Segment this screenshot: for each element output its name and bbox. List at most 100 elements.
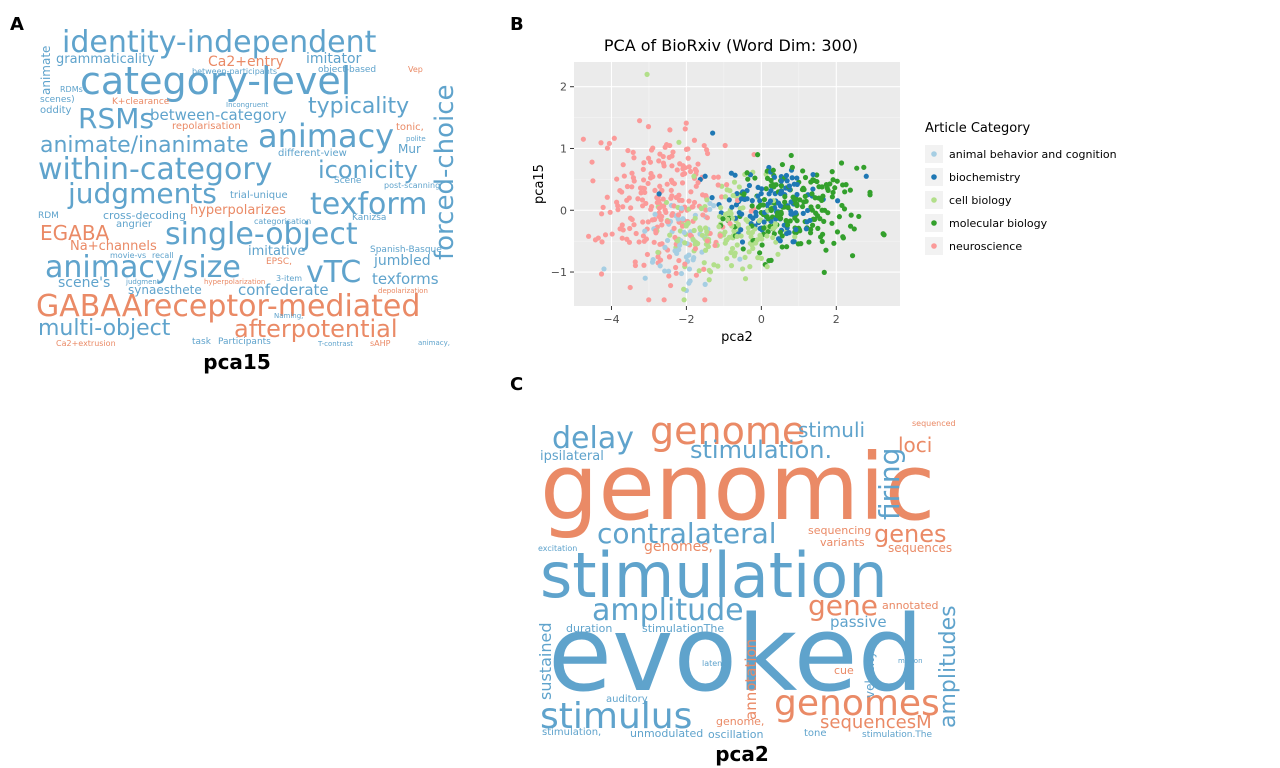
scatter-point (702, 297, 708, 303)
cloud-word: delay (552, 421, 634, 456)
cloud-word: repolarisation (172, 121, 241, 132)
scatter-point (642, 275, 648, 281)
scatter-point (770, 167, 776, 173)
scatter-point (758, 191, 764, 197)
scatter-point (636, 118, 643, 124)
scatter-point (788, 152, 794, 159)
scatter-point (657, 173, 663, 179)
scatter-point (771, 174, 778, 180)
scatter-point (649, 259, 656, 265)
cloud-word: multi-object (38, 316, 171, 341)
scatter-point (778, 215, 784, 221)
scatter-point (778, 188, 785, 194)
scatter-point (740, 205, 746, 211)
scatter-point (847, 223, 854, 229)
scatter-point (729, 245, 736, 252)
scatter-point (748, 234, 754, 240)
cloud-word: animacy, (418, 339, 450, 347)
cloud-word: passive (830, 613, 887, 631)
scatter-point (791, 181, 797, 187)
cloud-word: K+clearance (112, 97, 170, 107)
scatter-point (631, 222, 637, 228)
legend-title: Article Category (925, 121, 1031, 136)
scatter-point (763, 186, 769, 192)
scatter-point (729, 215, 736, 221)
scatter-point (682, 261, 688, 267)
scatter-point (794, 175, 800, 181)
scatter-point (704, 215, 710, 221)
scatter-point (631, 155, 637, 161)
cloud-word: evoked (548, 593, 924, 715)
scatter-point (592, 237, 599, 243)
scatter-point (706, 277, 712, 283)
scatter-point (664, 218, 670, 225)
legend-key-swatch (931, 220, 937, 226)
scatter-point (724, 187, 730, 193)
scatter-point (643, 236, 650, 242)
scatter-point (739, 239, 746, 245)
scatter-point (768, 177, 774, 184)
scatter-point (689, 204, 695, 210)
cloud-word: genomic (540, 434, 936, 541)
scatter-point (812, 195, 818, 201)
scatter-point (691, 137, 698, 143)
scatter-point (698, 205, 705, 212)
scatter-point (777, 229, 783, 235)
scatter-point (683, 146, 690, 152)
scatter-point (720, 216, 726, 222)
scatter-point (798, 241, 804, 247)
scatter-point (728, 210, 734, 217)
cloud-word: Na+channels (70, 239, 157, 254)
scatter-point (645, 124, 652, 130)
scatter-point (656, 205, 662, 211)
scatter-point (778, 178, 785, 184)
scatter-point (681, 240, 688, 246)
scatter-point (831, 240, 837, 246)
scatter-point (663, 209, 669, 216)
scatter-point (779, 161, 786, 168)
scatter-point (732, 172, 738, 178)
scatter-point (702, 247, 709, 253)
scatter-point (819, 238, 825, 245)
cloud-word: oddity (40, 105, 72, 116)
scatter-point (686, 198, 692, 204)
scatter-point (703, 147, 710, 153)
scatter-point (659, 241, 665, 247)
scatter-point (692, 215, 698, 221)
scatter-point (848, 212, 854, 218)
scatter-point (651, 239, 657, 245)
cloud-word: object-based (318, 65, 377, 75)
scatter-point (806, 239, 812, 245)
scatter-point (674, 238, 681, 244)
x-tick-label: 2 (833, 313, 840, 326)
scatter-point (604, 194, 610, 200)
scatter-point (701, 260, 707, 266)
cloud-word: judgment (126, 278, 160, 286)
scatter-point (736, 184, 742, 190)
scatter-point (691, 227, 697, 234)
scatter-point (661, 163, 667, 169)
scatter-point (641, 262, 647, 268)
scatter-point (745, 229, 752, 236)
cloud-word: RDM (38, 211, 59, 221)
scatter-point (829, 194, 835, 200)
scatter-point (675, 216, 681, 222)
scatter-point (778, 183, 784, 189)
cloud-word: stimulation.The (862, 730, 933, 740)
scatter-point (834, 178, 840, 184)
scatter-point (779, 244, 785, 250)
scatter-point (803, 226, 809, 232)
scatter-point (722, 211, 729, 218)
scatter-point (759, 186, 765, 192)
scatter-point (668, 187, 674, 193)
legend-key-swatch (931, 197, 937, 203)
scatter-point (752, 175, 758, 181)
scatter-point (755, 152, 761, 158)
scatter-point (793, 226, 799, 233)
scatter-point (648, 206, 654, 213)
word-cloud-pca2: genomic delay genome stimuli stimulation. loc… (536, 418, 960, 740)
scatter-point (724, 216, 731, 223)
scatter-point (777, 238, 783, 244)
scatter-point (794, 218, 800, 224)
scatter-point (703, 207, 709, 213)
